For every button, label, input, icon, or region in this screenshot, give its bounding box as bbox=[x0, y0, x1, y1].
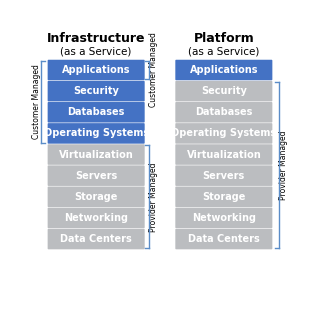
FancyBboxPatch shape bbox=[48, 60, 145, 80]
Text: Operating Systems: Operating Systems bbox=[44, 128, 149, 139]
FancyBboxPatch shape bbox=[175, 144, 272, 165]
Text: Platform: Platform bbox=[194, 32, 254, 45]
FancyBboxPatch shape bbox=[175, 187, 272, 207]
FancyBboxPatch shape bbox=[175, 102, 272, 123]
Text: (as a Service): (as a Service) bbox=[60, 46, 132, 56]
FancyBboxPatch shape bbox=[48, 81, 145, 101]
FancyBboxPatch shape bbox=[175, 208, 272, 228]
Text: Networking: Networking bbox=[192, 213, 256, 223]
Text: Operating Systems: Operating Systems bbox=[171, 128, 276, 139]
Text: Servers: Servers bbox=[203, 171, 245, 181]
Text: Databases: Databases bbox=[195, 107, 252, 117]
Text: Data Centers: Data Centers bbox=[188, 234, 260, 244]
FancyBboxPatch shape bbox=[175, 123, 272, 144]
Text: (as a Service): (as a Service) bbox=[188, 46, 260, 56]
Text: Virtualization: Virtualization bbox=[187, 149, 261, 160]
Text: Provider Managed: Provider Managed bbox=[279, 130, 288, 200]
Text: Security: Security bbox=[201, 86, 247, 96]
Text: Customer Managed: Customer Managed bbox=[32, 64, 41, 139]
FancyBboxPatch shape bbox=[48, 102, 145, 123]
Text: Storage: Storage bbox=[75, 192, 118, 202]
FancyBboxPatch shape bbox=[48, 187, 145, 207]
FancyBboxPatch shape bbox=[48, 165, 145, 186]
Text: Applications: Applications bbox=[62, 65, 131, 75]
FancyBboxPatch shape bbox=[175, 165, 272, 186]
Text: Security: Security bbox=[73, 86, 119, 96]
FancyBboxPatch shape bbox=[48, 208, 145, 228]
FancyBboxPatch shape bbox=[175, 229, 272, 249]
Text: Applications: Applications bbox=[189, 65, 258, 75]
FancyBboxPatch shape bbox=[175, 60, 272, 80]
FancyBboxPatch shape bbox=[48, 229, 145, 249]
Text: Data Centers: Data Centers bbox=[60, 234, 132, 244]
FancyBboxPatch shape bbox=[175, 81, 272, 101]
Text: Databases: Databases bbox=[68, 107, 125, 117]
Text: Virtualization: Virtualization bbox=[59, 149, 133, 160]
Text: Storage: Storage bbox=[202, 192, 245, 202]
FancyBboxPatch shape bbox=[48, 144, 145, 165]
Text: Networking: Networking bbox=[64, 213, 128, 223]
Text: Customer Managed: Customer Managed bbox=[149, 33, 158, 108]
FancyBboxPatch shape bbox=[48, 123, 145, 144]
Text: Provider Managed: Provider Managed bbox=[149, 162, 158, 232]
Text: Servers: Servers bbox=[75, 171, 117, 181]
Text: Infrastructure: Infrastructure bbox=[47, 32, 145, 45]
